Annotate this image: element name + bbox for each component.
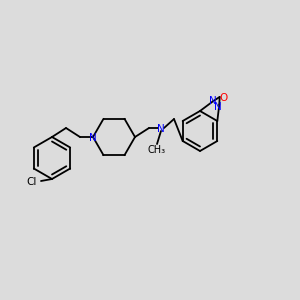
Text: N: N [157, 124, 165, 134]
Text: N: N [208, 96, 216, 106]
Text: N: N [89, 133, 97, 143]
Text: O: O [220, 93, 228, 103]
Text: Cl: Cl [27, 177, 37, 187]
Text: N: N [214, 102, 222, 112]
Text: CH₃: CH₃ [148, 145, 166, 155]
